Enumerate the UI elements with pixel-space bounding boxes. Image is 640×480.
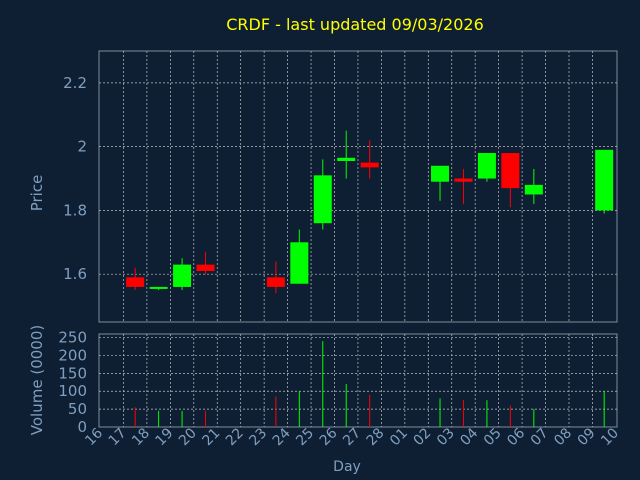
- x-axis-ticks: 16 17 18 19 20 21 22 23 24 25 26 27 28 01 02 03 04 05 06 07…: [82, 425, 622, 449]
- candle-body: [149, 286, 168, 289]
- x-tick-label: 21: [199, 425, 223, 449]
- candle-body: [126, 277, 145, 287]
- candle-body: [501, 153, 520, 189]
- x-tick-label: 24: [270, 425, 294, 449]
- price-panel: 1.6 1.8 2 2.2 Price: [28, 50, 618, 323]
- volume-tick-label: 100: [58, 382, 87, 400]
- x-tick-label: 23: [246, 425, 270, 449]
- candle-02: [431, 165, 450, 201]
- x-tick-label: 07: [528, 425, 552, 449]
- volume-tick-label: 50: [68, 400, 87, 418]
- x-axis-label: Day: [333, 459, 361, 475]
- x-tick-label: 09: [575, 425, 599, 449]
- price-grid: [99, 51, 617, 322]
- candle-body: [431, 165, 450, 182]
- x-tick-label: 27: [340, 425, 364, 449]
- candle-body: [290, 242, 309, 284]
- volume-tick-label: 200: [58, 346, 87, 364]
- candle-body: [196, 264, 215, 271]
- x-tick-label: 02: [411, 425, 435, 449]
- x-tick-label: 28: [364, 425, 388, 449]
- volume-bars: [134, 341, 605, 427]
- candle-24: [290, 229, 309, 284]
- x-tick-label: 20: [176, 425, 200, 449]
- candle-04: [477, 153, 496, 182]
- candle-body: [454, 178, 473, 182]
- price-tick-label: 1.6: [63, 265, 87, 283]
- chart-title: CRDF - last updated 09/03/2026: [226, 15, 484, 34]
- candle-27: [360, 140, 379, 179]
- x-tick-label: 06: [504, 425, 528, 449]
- x-tick-label: 22: [223, 425, 247, 449]
- price-tick-label: 2.2: [63, 74, 87, 92]
- candle-body: [266, 277, 285, 287]
- volume-tick-label: 0: [77, 418, 87, 436]
- candle-09: [595, 149, 614, 214]
- candle-06: [524, 168, 543, 205]
- price-y-ticks: 1.6 1.8 2 2.2: [63, 74, 87, 283]
- x-tick-label: 01: [387, 425, 411, 449]
- x-tick-label: 05: [481, 425, 505, 449]
- x-tick-label: 04: [457, 425, 481, 449]
- candle-20: [196, 251, 215, 275]
- volume-axis-label: Volume (0000): [28, 325, 46, 435]
- candle-17: [126, 267, 145, 291]
- x-tick-label: 18: [129, 425, 153, 449]
- candle-25: [313, 159, 332, 230]
- x-tick-label: 10: [598, 425, 622, 449]
- volume-grid: [99, 334, 617, 427]
- candle-body: [360, 162, 379, 168]
- candle-23: [266, 261, 285, 294]
- candle-19: [173, 258, 192, 291]
- x-tick-label: 26: [317, 425, 341, 449]
- candle-body: [595, 149, 614, 211]
- price-axis-label: Price: [28, 175, 46, 212]
- candle-body: [313, 175, 332, 224]
- price-tick-label: 1.8: [63, 201, 87, 219]
- x-tick-label: 25: [293, 425, 317, 449]
- volume-tick-label: 150: [58, 364, 87, 382]
- price-tick-label: 2: [77, 138, 87, 156]
- candle-body: [173, 264, 192, 287]
- candle-body: [477, 153, 496, 179]
- x-tick-label: 17: [106, 425, 130, 449]
- candle-26: [337, 130, 356, 179]
- candle-05: [501, 153, 520, 208]
- price-candles: [126, 130, 614, 294]
- x-tick-label: 19: [153, 425, 177, 449]
- volume-tick-label: 250: [58, 329, 87, 347]
- x-tick-label: 08: [551, 425, 575, 449]
- candle-18: [149, 286, 168, 291]
- x-tick-label: 03: [434, 425, 458, 449]
- candle-03: [454, 168, 473, 205]
- candle-body: [337, 157, 356, 161]
- candle-body: [524, 184, 543, 195]
